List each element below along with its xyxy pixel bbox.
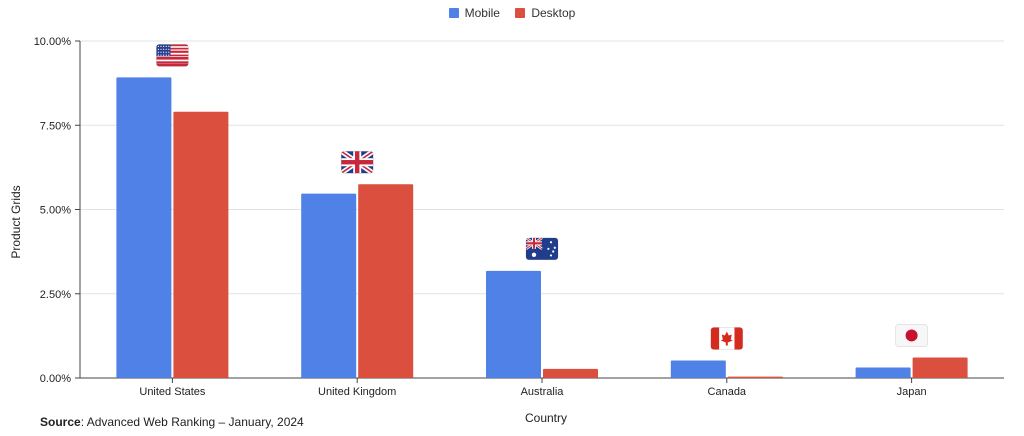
bar-mobile-united-states	[116, 77, 172, 379]
x-tick-label: Australia	[521, 386, 565, 398]
legend-item-desktop[interactable]: Desktop	[515, 6, 575, 20]
y-tick-label: 10.00%	[34, 36, 72, 48]
bar-desktop-japan	[912, 357, 968, 378]
y-tick-label: 5.00%	[40, 205, 71, 217]
au-flag-icon	[525, 237, 559, 261]
legend-label-mobile: Mobile	[464, 6, 500, 20]
bar-desktop-united-kingdom	[358, 184, 414, 378]
jp-flag-icon	[895, 324, 928, 347]
legend-label-desktop: Desktop	[531, 6, 576, 20]
x-tick-label: United States	[139, 386, 206, 398]
legend-item-mobile[interactable]: Mobile	[448, 6, 500, 20]
x-axis-label: Country	[524, 411, 568, 425]
source-note: Source: Advanced Web Ranking – January, …	[40, 415, 304, 429]
ca-flag-icon	[710, 327, 744, 350]
y-axis-label: Product Grids	[9, 185, 23, 259]
chart-legend: Mobile Desktop	[0, 6, 1024, 21]
bar-desktop-united-states	[173, 111, 229, 379]
mobile-swatch	[448, 8, 459, 18]
uk-flag-icon	[340, 150, 374, 174]
bar-mobile-canada	[670, 360, 726, 378]
source-text: : Advanced Web Ranking – January, 2024	[80, 415, 304, 429]
y-tick-label: 0.00%	[40, 373, 71, 385]
bar-desktop-canada	[727, 376, 783, 378]
desktop-swatch	[515, 8, 526, 18]
bar-desktop-australia	[543, 368, 598, 378]
us-flag-icon	[156, 44, 189, 67]
bar-mobile-japan	[855, 367, 911, 378]
y-tick-label: 7.50%	[40, 120, 71, 132]
x-tick-label: United Kingdom	[318, 386, 396, 398]
x-tick-label: Japan	[897, 386, 927, 398]
source-label: Source	[40, 415, 81, 429]
x-tick-label: Canada	[708, 386, 747, 398]
y-tick-label: 2.50%	[40, 289, 71, 301]
bar-mobile-united-kingdom	[301, 193, 357, 378]
bar-mobile-australia	[486, 270, 541, 378]
